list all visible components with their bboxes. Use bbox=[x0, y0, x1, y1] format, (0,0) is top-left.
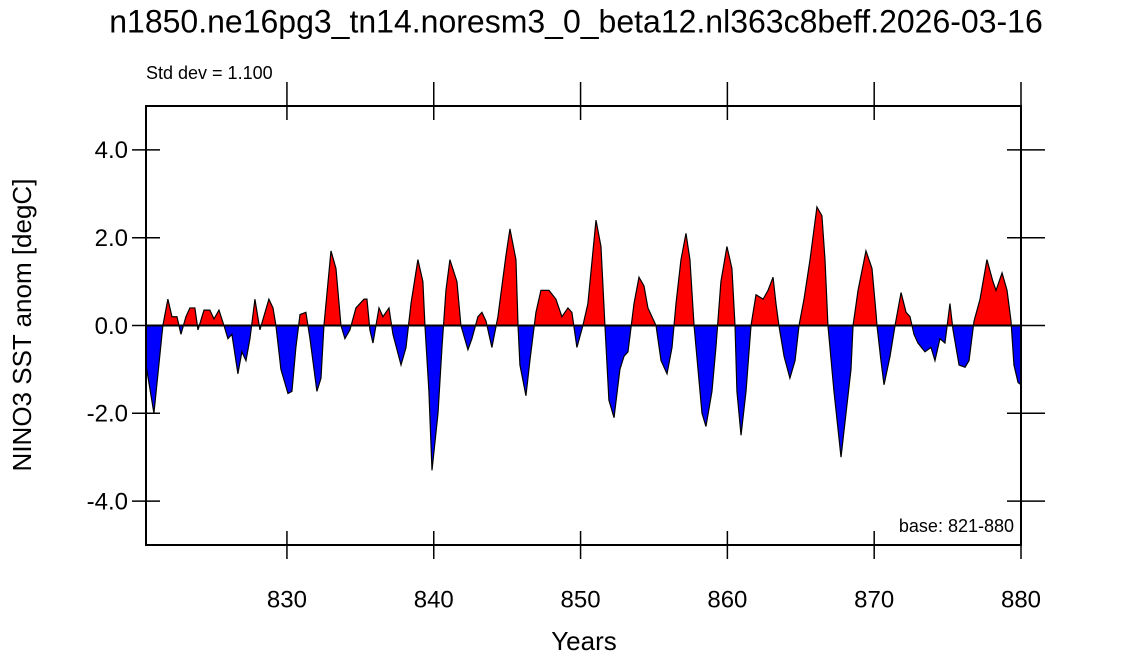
y-tick-label: -2.0 bbox=[87, 401, 128, 428]
x-tick-label: 880 bbox=[1001, 586, 1041, 613]
y-tick-label: 0.0 bbox=[95, 313, 128, 340]
y-tick-label: 4.0 bbox=[95, 137, 128, 164]
series-line bbox=[145, 205, 1022, 471]
x-tick-label: 850 bbox=[561, 586, 601, 613]
x-tick-label: 830 bbox=[267, 586, 307, 613]
y-axis-label: NINO3 SST anom [degC] bbox=[7, 179, 37, 472]
x-tick-label: 870 bbox=[854, 586, 894, 613]
y-tick-label: 2.0 bbox=[95, 225, 128, 252]
subtitle: Std dev = 1.100 bbox=[146, 63, 273, 83]
chart-title: n1850.ne16pg3_tn14.noresm3_0_beta12.nl36… bbox=[109, 3, 1043, 39]
negative-area bbox=[146, 325, 1021, 471]
y-tick-label: -4.0 bbox=[87, 488, 128, 515]
annotation: base: 821-880 bbox=[899, 516, 1014, 536]
x-tick-label: 840 bbox=[414, 586, 454, 613]
x-axis-label: Years bbox=[551, 626, 617, 656]
x-tick-label: 860 bbox=[707, 586, 747, 613]
